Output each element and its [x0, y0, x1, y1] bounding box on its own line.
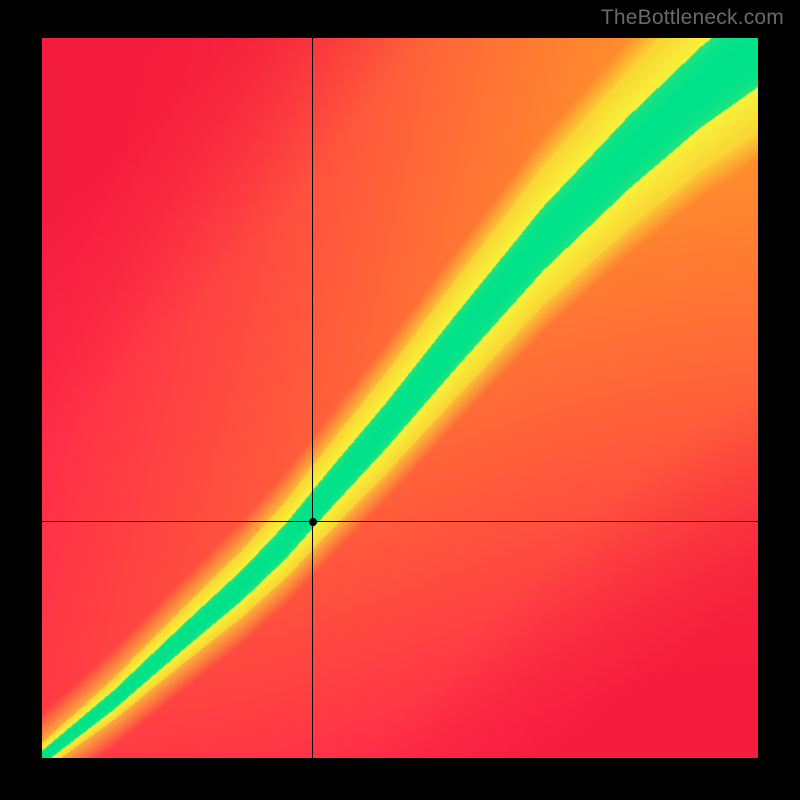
crosshair-horizontal: [42, 521, 758, 522]
crosshair-dot: [309, 518, 317, 526]
chart-container: TheBottleneck.com TheBottleneck.com: [0, 0, 800, 800]
frame-bottom: [0, 758, 800, 800]
heatmap-plot: [42, 38, 758, 758]
heatmap-canvas: [42, 38, 758, 758]
crosshair-vertical: [312, 38, 313, 758]
frame-right: [758, 0, 800, 800]
watermark-text-overlay: TheBottleneck.com: [601, 6, 784, 30]
frame-left: [0, 0, 42, 800]
